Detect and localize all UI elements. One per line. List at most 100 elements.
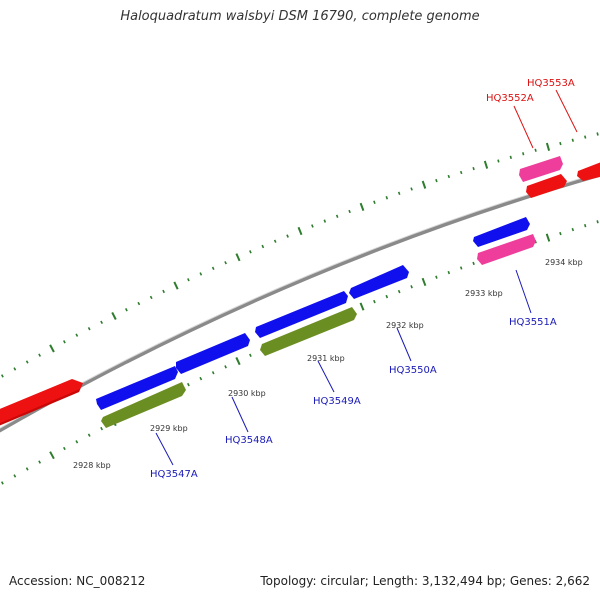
- tick-label-2932: 2932 kbp: [386, 321, 424, 330]
- gene-labels: HQ3547A HQ3548A HQ3549A HQ3550A HQ3551A …: [150, 78, 575, 480]
- outer-ring-minor-tick: [410, 187, 413, 191]
- gene-bar-red-left-shade: [0, 383, 83, 426]
- outer-ring-minor-tick: [571, 138, 574, 142]
- tick-label-2934: 2934 kbp: [545, 258, 583, 267]
- outer-ring-minor-tick: [385, 196, 389, 200]
- outer-ring-minor-tick: [522, 152, 525, 156]
- outer-ring-minor-tick: [124, 308, 128, 312]
- gene-bar-hq3551a[interactable]: [477, 234, 536, 265]
- tick-label-2928: 2928 kbp: [73, 461, 111, 470]
- gene-bar-olive-1[interactable]: [101, 382, 186, 428]
- inner-ring-minor-tick: [62, 446, 66, 451]
- gene-label-hq3551a[interactable]: HQ3551A: [509, 317, 557, 328]
- tick-label-2929: 2929 kbp: [150, 424, 188, 433]
- inner-ring-major-tick: [545, 233, 551, 242]
- inner-ring-minor-tick: [559, 231, 562, 236]
- inner-ring-major-tick: [49, 451, 55, 460]
- inner-ring-minor-tick: [75, 440, 79, 444]
- outer-ring-minor-tick: [323, 219, 327, 223]
- outer-ring-minor-tick: [249, 250, 252, 254]
- leader-hq3550a: [396, 327, 412, 362]
- genome-backbone-highlight: [0, 172, 600, 429]
- gene-bar-red-right[interactable]: [526, 174, 567, 198]
- gene-bar-olive-2[interactable]: [260, 307, 357, 356]
- leader-hq3551a: [515, 269, 532, 314]
- outer-dotted-ring: [0, 132, 599, 378]
- outer-ring-minor-tick: [13, 367, 17, 371]
- outer-ring-minor-tick: [559, 141, 562, 146]
- inner-ring-minor-tick: [410, 285, 413, 289]
- outer-ring-minor-tick: [261, 244, 265, 249]
- outer-ring-major-tick: [545, 142, 551, 151]
- inner-ring-minor-tick: [224, 365, 227, 369]
- inner-ring-minor-tick: [100, 426, 104, 431]
- gene-label-hq3552a[interactable]: HQ3552A: [486, 93, 534, 104]
- gene-bar-hq3550a[interactable]: [349, 265, 409, 299]
- inner-ring-minor-tick: [199, 376, 203, 381]
- gene-label-hq3553a[interactable]: HQ3553A: [527, 78, 575, 89]
- outer-ring-major-tick: [49, 344, 55, 353]
- outer-ring-minor-tick: [348, 209, 351, 214]
- gene-bar-red-left[interactable]: [0, 379, 83, 427]
- inner-ring-minor-tick: [13, 474, 17, 478]
- gene-bar-blue-right[interactable]: [473, 217, 530, 247]
- outer-ring-minor-tick: [472, 166, 475, 171]
- outer-ring-minor-tick: [509, 155, 512, 160]
- inner-ring-minor-tick: [25, 467, 29, 471]
- tick-label-2930: 2930 kbp: [228, 389, 266, 398]
- outer-ring-minor-tick: [435, 178, 438, 183]
- outer-ring-minor-tick: [286, 234, 289, 238]
- outer-ring-minor-tick: [199, 272, 203, 276]
- gene-label-leaders: [155, 89, 578, 466]
- outer-ring-minor-tick: [87, 327, 91, 331]
- inner-ring-minor-tick: [596, 220, 599, 224]
- gene-label-hq3547a[interactable]: HQ3547A: [150, 469, 198, 480]
- gene-label-hq3550a[interactable]: HQ3550A: [389, 365, 437, 376]
- gene-bar-hq3549a[interactable]: [255, 291, 348, 338]
- outer-ring-major-tick: [111, 311, 117, 320]
- inner-ring-minor-tick: [459, 266, 463, 270]
- gene-bar-hq3552a[interactable]: [519, 156, 563, 182]
- gene-label-hq3548a[interactable]: HQ3548A: [225, 435, 273, 446]
- leader-hq3552a: [513, 105, 534, 149]
- leader-hq3553a: [555, 89, 578, 133]
- leader-hq3549a: [317, 360, 335, 393]
- outer-ring-minor-tick: [224, 261, 227, 265]
- gene-label-hq3549a[interactable]: HQ3549A: [313, 396, 361, 407]
- inner-ring-minor-tick: [249, 353, 252, 358]
- inner-ring-minor-tick: [211, 371, 215, 375]
- outer-ring-minor-tick: [335, 214, 339, 218]
- outer-ring-minor-tick: [62, 340, 66, 344]
- outer-ring-minor-tick: [75, 333, 79, 337]
- inner-dotted-ring: [0, 220, 599, 485]
- outer-ring-major-tick: [359, 202, 365, 211]
- inner-ring-minor-tick: [447, 270, 451, 275]
- outer-ring-minor-tick: [25, 360, 29, 364]
- inner-ring-minor-tick: [385, 294, 389, 299]
- outer-ring-major-tick: [421, 180, 427, 189]
- outer-ring-minor-tick: [149, 295, 153, 300]
- outer-ring-minor-tick: [397, 191, 401, 196]
- inner-ring-major-tick: [235, 356, 241, 366]
- outer-ring-minor-tick: [100, 320, 104, 324]
- outer-ring-minor-tick: [447, 174, 451, 179]
- leader-hq3548a: [231, 396, 249, 433]
- inner-ring-minor-tick: [186, 382, 190, 387]
- gene-bar-hq3548a[interactable]: [176, 333, 250, 374]
- tick-label-2931: 2931 kbp: [307, 354, 345, 363]
- inner-ring-major-tick: [421, 277, 427, 287]
- inner-ring-minor-tick: [87, 433, 91, 437]
- outer-ring-major-tick: [483, 160, 489, 169]
- accession-text: Accession: NC_008212: [9, 574, 146, 588]
- outer-ring-minor-tick: [373, 200, 376, 204]
- gene-bar-hq3553a[interactable]: [577, 161, 600, 181]
- tick-labels: 2928 kbp 2929 kbp 2930 kbp 2931 kbp 2932…: [73, 258, 583, 470]
- outer-ring-minor-tick: [187, 278, 190, 282]
- tick-label-2933: 2933 kbp: [465, 289, 503, 298]
- inner-ring-minor-tick: [373, 299, 376, 304]
- gene-bar-hq3547a[interactable]: [96, 366, 178, 410]
- outer-ring-minor-tick: [596, 132, 599, 136]
- outer-ring-minor-tick: [0, 374, 4, 378]
